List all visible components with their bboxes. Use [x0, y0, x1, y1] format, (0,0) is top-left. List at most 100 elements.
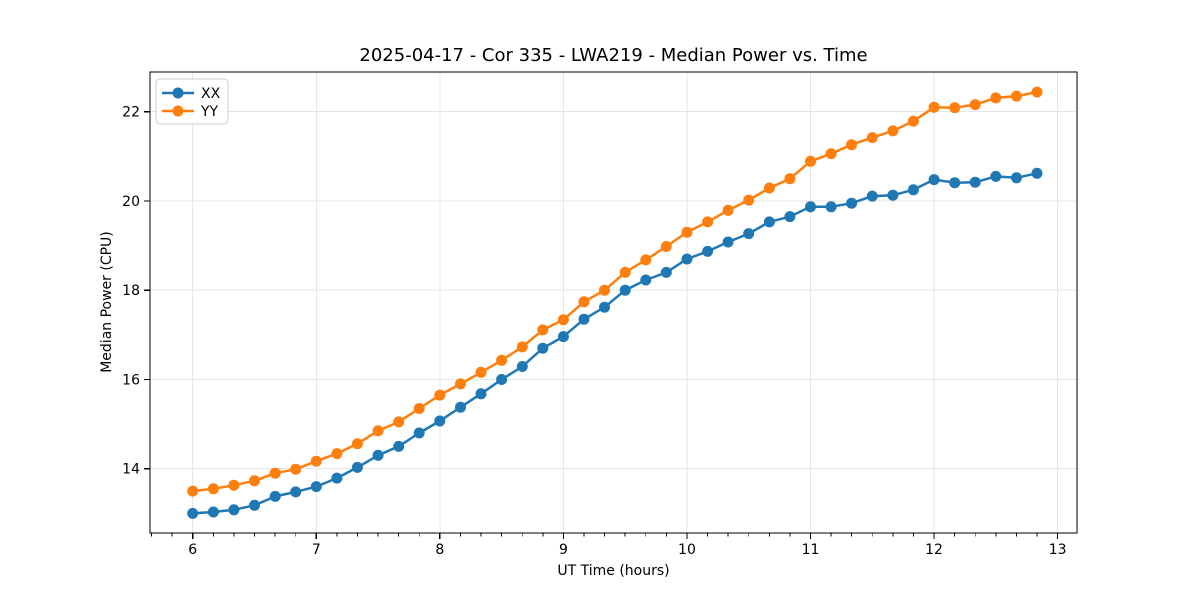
data-point-xx [949, 177, 961, 189]
data-point-xx [475, 388, 487, 400]
data-point-xx [1011, 172, 1022, 184]
data-point-yy [249, 475, 260, 487]
data-point-xx [537, 342, 549, 354]
data-point-xx [393, 440, 405, 452]
data-point-yy [269, 467, 281, 479]
data-point-yy [331, 448, 343, 460]
data-point-yy [228, 479, 240, 491]
x-tick-label: 7 [312, 542, 321, 558]
x-tick-label: 8 [435, 542, 444, 558]
data-point-yy [846, 139, 858, 151]
data-point-yy [1011, 90, 1022, 102]
data-point-yy [207, 483, 219, 495]
data-point-xx [372, 449, 384, 461]
data-point-yy [763, 182, 775, 194]
data-point-yy [1031, 86, 1043, 98]
legend-marker-yy [172, 105, 184, 117]
data-point-yy [372, 425, 384, 437]
data-point-yy [413, 403, 425, 414]
data-point-yy [290, 463, 302, 475]
data-point-xx [290, 486, 302, 498]
data-point-xx [866, 190, 878, 202]
data-point-xx [331, 472, 343, 484]
data-point-xx [805, 201, 816, 213]
data-point-xx [228, 504, 240, 516]
y-tick-label: 16 [122, 372, 140, 388]
data-point-xx [681, 253, 693, 265]
data-point-yy [310, 455, 322, 467]
data-point-xx [578, 313, 590, 325]
data-point-yy [743, 194, 755, 206]
data-point-xx [516, 361, 528, 372]
data-point-xx [1031, 167, 1043, 179]
data-point-xx [599, 301, 610, 313]
data-point-xx [640, 274, 652, 286]
data-point-yy [516, 341, 528, 353]
data-point-xx [825, 201, 837, 213]
data-point-xx [990, 170, 1002, 182]
plot-border [149, 71, 1078, 534]
data-point-yy [660, 241, 672, 252]
data-point-xx [784, 211, 796, 223]
data-point-yy [434, 389, 446, 401]
data-point-xx [722, 236, 734, 248]
data-point-xx [310, 481, 322, 493]
data-point-xx [557, 331, 569, 343]
legend: XX YY [155, 78, 229, 125]
data-point-yy [475, 366, 487, 378]
data-point-yy [722, 204, 734, 216]
data-point-xx [907, 184, 919, 196]
data-point-xx [207, 506, 219, 518]
data-point-yy [455, 378, 466, 390]
data-point-yy [928, 101, 940, 113]
data-point-yy [805, 155, 816, 167]
y-tick-label: 20 [122, 194, 140, 210]
legend-label-yy: YY [200, 104, 219, 120]
data-point-xx [269, 490, 281, 502]
x-tick-label: 13 [1049, 542, 1067, 558]
data-point-yy [990, 92, 1002, 104]
data-point-yy [784, 173, 796, 185]
data-point-yy [681, 226, 693, 238]
x-tick-label: 10 [678, 542, 696, 558]
data-point-xx [434, 415, 446, 427]
x-tick-label: 11 [802, 542, 820, 558]
series-line-yy [192, 90, 1038, 493]
data-point-yy [949, 102, 961, 114]
legend-label-xx: XX [201, 86, 221, 102]
data-point-yy [866, 132, 878, 144]
x-tick-label: 12 [925, 542, 943, 558]
data-point-yy [351, 438, 363, 450]
y-tick-label: 18 [122, 283, 140, 299]
data-point-xx [928, 174, 940, 186]
legend-marker-xx [172, 87, 184, 99]
data-point-yy [825, 148, 837, 160]
data-point-yy [557, 314, 569, 326]
data-point-xx [702, 245, 714, 257]
x-axis-label: UT Time (hours) [557, 563, 670, 579]
data-point-xx [660, 266, 672, 278]
data-point-yy [907, 115, 919, 127]
x-tick-label: 9 [559, 542, 568, 558]
data-point-yy [640, 254, 652, 266]
data-point-xx [496, 374, 508, 385]
data-point-xx [455, 401, 466, 413]
data-point-yy [393, 416, 405, 428]
data-point-xx [619, 284, 631, 296]
data-point-xx [249, 499, 260, 511]
chart-title: 2025-04-17 - Cor 335 - LWA219 - Median P… [359, 45, 868, 66]
data-point-yy [702, 216, 714, 228]
data-point-xx [763, 216, 775, 228]
x-tick-label: 6 [188, 542, 197, 558]
data-point-yy [537, 324, 549, 336]
data-point-xx [969, 176, 981, 188]
data-point-xx [743, 228, 755, 240]
data-point-xx [187, 507, 199, 519]
data-point-yy [496, 354, 508, 366]
data-point-xx [351, 461, 363, 473]
data-point-yy [969, 99, 981, 111]
data-point-xx [846, 197, 858, 209]
y-tick-label: 22 [122, 105, 140, 121]
